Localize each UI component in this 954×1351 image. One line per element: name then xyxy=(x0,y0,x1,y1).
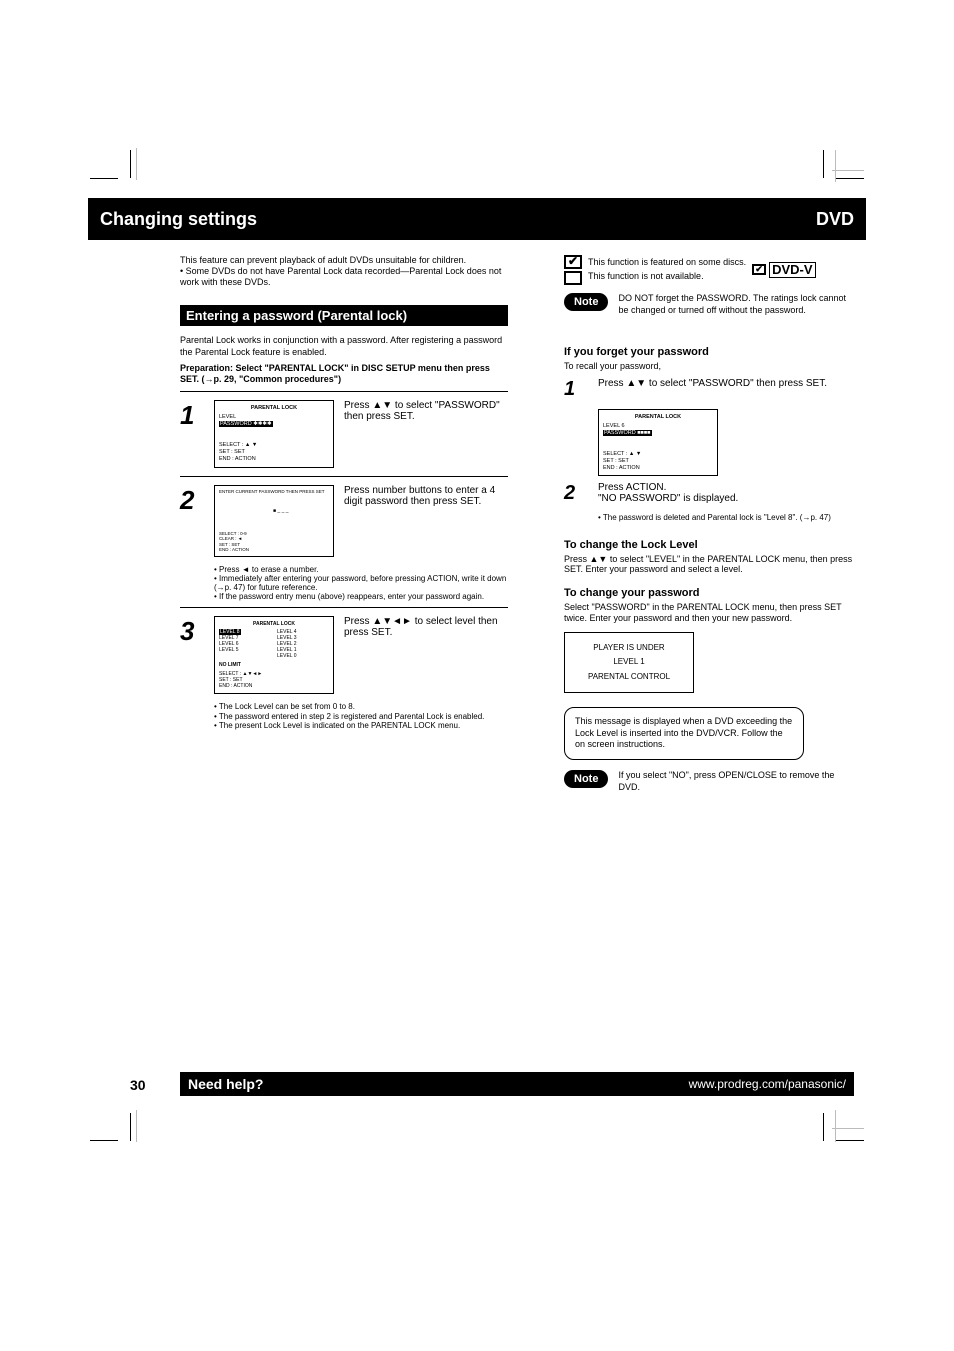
step-instruction: Press number buttons to enter a 4 digit … xyxy=(344,485,508,557)
section-heading-password: Entering a password (Parental lock) xyxy=(180,305,508,326)
note-text: If you select "NO", press OPEN/CLOSE to … xyxy=(618,770,854,793)
osd-item-highlighted: PASSWORD ✱✱✱✱ xyxy=(219,421,329,428)
note-password-warning: Note DO NOT forget the PASSWORD. The rat… xyxy=(564,293,854,316)
crop-mark xyxy=(136,148,137,180)
crop-mark xyxy=(136,1110,137,1142)
footer-right: www.prodreg.com/panasonic/ xyxy=(689,1077,846,1091)
forgot-step-2-note: • The password is deleted and Parental l… xyxy=(598,513,854,522)
divider xyxy=(180,607,508,608)
page-footer-banner: Need help? www.prodreg.com/panasonic/ xyxy=(180,1072,854,1096)
step-instruction: Press ACTION. "NO PASSWORD" is displayed… xyxy=(598,482,854,505)
osd-item-highlighted: PASSWORD ■■■■ xyxy=(603,430,713,437)
step-3-notes: • The Lock Level can be set from 0 to 8.… xyxy=(214,702,508,730)
crop-mark xyxy=(835,1110,836,1142)
checkbox-icons: ✔ xyxy=(564,255,582,285)
banner-title: Changing settings xyxy=(100,209,257,230)
step-number: 2 xyxy=(180,485,204,557)
step-number: 1 xyxy=(564,378,588,401)
osd-title: PARENTAL LOCK xyxy=(603,414,713,421)
step-instruction: Press ▲▼◄► to select level then press SE… xyxy=(344,616,508,694)
step-number: 3 xyxy=(180,616,204,694)
osd-level-select: PARENTAL LOCK LEVEL 8 LEVEL 7 LEVEL 6 LE… xyxy=(214,616,334,694)
main-content: This feature can prevent playback of adu… xyxy=(180,255,854,793)
step-number: 1 xyxy=(180,400,204,467)
divider xyxy=(180,476,508,477)
forgot-step-1: 1 Press ▲▼ to select "PASSWORD" then pre… xyxy=(564,378,854,401)
step-2: 2 ENTER CURRENT PASSWORD THEN PRESS SET … xyxy=(180,485,508,557)
osd-parental-lock-menu: PARENTAL LOCK LEVEL PASSWORD ✱✱✱✱ SELECT… xyxy=(214,400,334,467)
note-reject-disc: Note If you select "NO", press OPEN/CLOS… xyxy=(564,770,854,793)
change-level-heading: To change the Lock Level xyxy=(564,539,854,551)
section-subtext: Parental Lock works in conjunction with … xyxy=(180,335,508,358)
osd-parental-control-message: PLAYER IS UNDER LEVEL 1 PARENTAL CONTROL xyxy=(564,632,694,693)
osd-footer: SELECT : ▲ ▼ SET : SET END : ACTION xyxy=(219,442,329,463)
section-intro: To recall your password, xyxy=(564,361,854,372)
left-column: This feature can prevent playback of adu… xyxy=(180,255,508,730)
unchecked-icon xyxy=(564,271,582,285)
feature-off-label: This function is not available. xyxy=(588,272,746,282)
osd-password-entry: ENTER CURRENT PASSWORD THEN PRESS SET ■ … xyxy=(214,485,334,557)
disc-type-text: DVD-V xyxy=(769,262,815,278)
feature-on-label: This function is featured on some discs. xyxy=(588,258,746,268)
section-heading: If you forget your password xyxy=(564,346,854,358)
rating-display-row: PLAYER IS UNDER LEVEL 1 PARENTAL CONTROL xyxy=(564,624,854,693)
forgot-step-2: 2 Press ACTION. "NO PASSWORD" is display… xyxy=(564,482,854,505)
osd-no-limit: NO LIMIT xyxy=(219,662,329,668)
right-column: ✔ This function is featured on some disc… xyxy=(564,255,854,793)
osd-footer: SELECT : ▲▼◄► SET : SET END : ACTION xyxy=(219,671,329,689)
page-number: 30 xyxy=(130,1077,146,1093)
osd-wrapper: PARENTAL LOCK LEVEL 6 PASSWORD ■■■■ SELE… xyxy=(598,409,854,476)
intro-paragraph: This feature can prevent playback of adu… xyxy=(180,255,508,287)
osd-footer: SELECT : 0-9 CLEAR : ◄ SET : SET END : A… xyxy=(219,531,249,553)
crop-mark xyxy=(836,1140,864,1141)
osd-item: LEVEL 6 xyxy=(603,423,713,430)
forgot-password-section: If you forget your password To recall yo… xyxy=(564,346,854,522)
page-header-banner: Changing settings DVD xyxy=(88,198,866,240)
osd-prompt: ENTER CURRENT PASSWORD THEN PRESS SET xyxy=(219,490,329,495)
preparation-line: Preparation: Select "PARENTAL LOCK" in D… xyxy=(180,363,508,386)
divider xyxy=(180,391,508,392)
change-password-heading: To change your password xyxy=(564,587,854,599)
crop-mark xyxy=(832,1128,864,1129)
crop-mark xyxy=(823,1113,824,1141)
step-number: 2 xyxy=(564,482,588,505)
step-3: 3 PARENTAL LOCK LEVEL 8 LEVEL 7 LEVEL 6 … xyxy=(180,616,508,694)
crop-mark xyxy=(90,178,118,179)
crop-mark xyxy=(130,150,131,178)
callout-box: This message is displayed when a DVD exc… xyxy=(564,707,804,760)
osd-title: PARENTAL LOCK xyxy=(219,405,329,412)
crop-mark xyxy=(835,150,836,182)
osd-footer: SELECT : ▲ ▼ SET : SET END : ACTION xyxy=(603,451,713,472)
change-level-text: Press ▲▼ to select "LEVEL" in the PARENT… xyxy=(564,554,854,576)
crop-mark xyxy=(832,170,864,171)
document-page: Changing settings DVD This feature can p… xyxy=(0,0,954,1351)
footer-left: Need help? xyxy=(188,1076,263,1092)
banner-mode: DVD xyxy=(816,209,854,230)
disc-type-badge: ✔ DVD-V xyxy=(752,262,815,278)
note-pill: Note xyxy=(564,293,608,311)
osd-title: PARENTAL LOCK xyxy=(219,621,329,627)
change-password-text: Select "PASSWORD" in the PARENTAL LOCK m… xyxy=(564,602,854,624)
crop-mark xyxy=(823,150,824,178)
crop-mark xyxy=(90,1140,118,1141)
checked-icon: ✔ xyxy=(564,255,582,269)
step-1: 1 PARENTAL LOCK LEVEL PASSWORD ✱✱✱✱ SELE… xyxy=(180,400,508,467)
osd-password-boxes: ■ _ _ _ xyxy=(273,508,289,514)
step-instruction: Press ▲▼ to select "PASSWORD" then press… xyxy=(344,400,508,467)
step-instruction: Press ▲▼ to select "PASSWORD" then press… xyxy=(598,378,854,401)
osd-level-columns: LEVEL 8 LEVEL 7 LEVEL 6 LEVEL 5 LEVEL 4 … xyxy=(219,629,329,659)
note-pill: Note xyxy=(564,770,608,788)
checked-icon: ✔ xyxy=(752,264,766,275)
note-text: DO NOT forget the PASSWORD. The ratings … xyxy=(618,293,854,316)
step-2-notes: • Press ◄ to erase a number. • Immediate… xyxy=(214,565,508,602)
crop-mark xyxy=(836,178,864,179)
crop-mark xyxy=(130,1113,131,1141)
osd-parental-lock-menu-2: PARENTAL LOCK LEVEL 6 PASSWORD ■■■■ SELE… xyxy=(598,409,718,476)
disc-feature-indicator: ✔ This function is featured on some disc… xyxy=(564,255,854,285)
